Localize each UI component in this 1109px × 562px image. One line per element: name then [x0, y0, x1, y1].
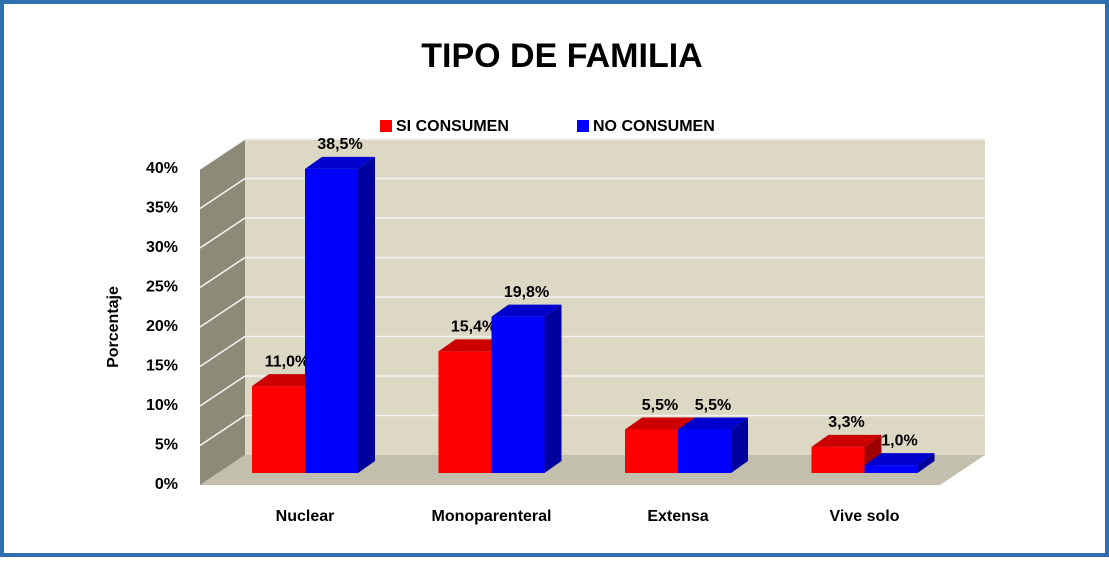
bar-face [438, 339, 509, 352]
grid-line [199, 138, 985, 170]
x-tick-label: Monoparenteral [431, 508, 551, 525]
bar-face [864, 453, 935, 466]
legend-label: SI CONSUMEN [396, 118, 509, 135]
grid-line [199, 335, 985, 368]
bar-face [491, 316, 545, 473]
bar-face [358, 156, 375, 473]
bar-face [544, 304, 562, 473]
bar-face [491, 304, 562, 317]
value-label: 38,5% [317, 136, 362, 153]
legend-label: NO CONSUMEN [593, 118, 715, 135]
bar-face [678, 429, 731, 473]
y-tick-label: 0% [155, 476, 178, 493]
value-label: 15,4% [451, 319, 496, 336]
grid-line [199, 256, 985, 289]
x-tick-label: Vive solo [830, 508, 900, 525]
bar-face [731, 417, 748, 473]
value-label: 3,3% [828, 414, 864, 431]
y-tick-label: 15% [146, 358, 178, 375]
y-tick-label: 20% [146, 318, 178, 335]
x-tick-label: Nuclear [276, 508, 335, 525]
y-tick-label: 35% [146, 200, 178, 217]
grid-line [199, 414, 985, 447]
bar-face [252, 374, 322, 387]
legend-swatch [380, 120, 392, 132]
bar-face [305, 168, 358, 473]
bar-face [811, 446, 865, 473]
bar-face [625, 429, 678, 473]
grid-line [199, 217, 985, 249]
bar-face [917, 453, 935, 473]
bar-face [678, 417, 748, 430]
legend-swatch [577, 120, 589, 132]
bar [305, 156, 375, 473]
grid-line [199, 296, 985, 328]
y-tick-label: 40% [146, 160, 178, 177]
value-label: 5,5% [642, 397, 678, 414]
y-axis-label: Porcentaje [105, 286, 122, 368]
value-label: 19,8% [504, 284, 549, 301]
bar-face [811, 434, 882, 447]
y-tick-label: 30% [146, 239, 178, 256]
value-label: 11,0% [265, 353, 309, 370]
y-tick-label: 5% [155, 437, 178, 454]
bar-face [438, 351, 492, 473]
value-label: 1,0% [881, 432, 917, 449]
y-tick-label: 10% [146, 397, 178, 414]
x-tick-label: Extensa [647, 508, 708, 525]
bar [678, 417, 748, 473]
bar-face [625, 417, 695, 430]
bar-face [252, 386, 305, 473]
floor [200, 455, 985, 485]
bar-face [864, 465, 918, 473]
y-tick-label: 25% [146, 279, 178, 296]
bar [864, 453, 935, 473]
bar-face [305, 156, 375, 169]
chart-title: TIPO DE FAMILIA [421, 37, 702, 75]
grid-line [199, 177, 985, 210]
bar [491, 304, 562, 473]
grid-line [199, 375, 985, 407]
value-label: 5,5% [695, 397, 731, 414]
